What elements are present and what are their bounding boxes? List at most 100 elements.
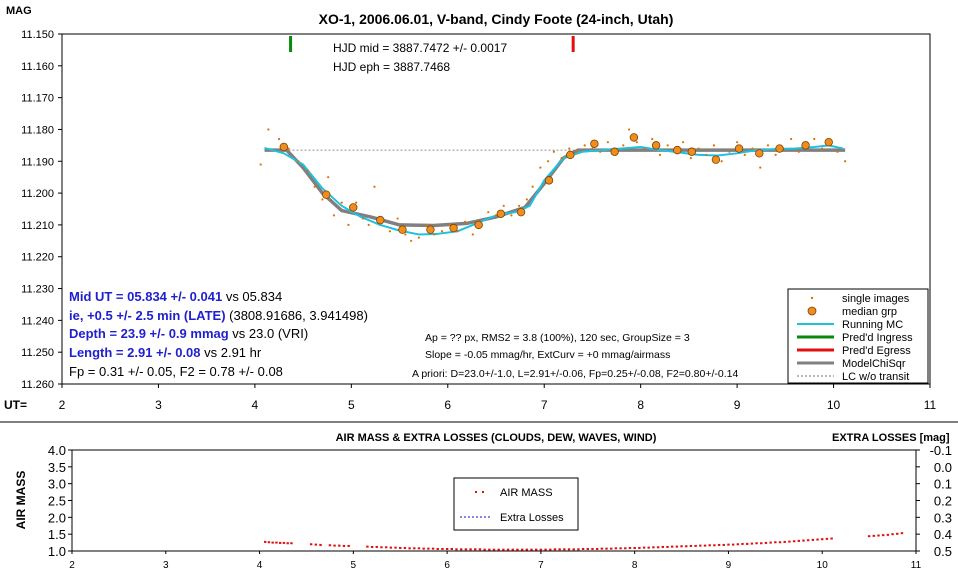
single-image-point — [313, 185, 316, 188]
y-tick-label: 11.160 — [21, 61, 54, 73]
median-group-point — [322, 190, 331, 199]
airmass-y-tick-label: 4.0 — [48, 443, 66, 458]
x-tick-label: 11 — [924, 398, 937, 412]
legend-lc-label: LC w/o transit — [842, 371, 909, 383]
airmass-point — [586, 547, 589, 550]
airmass-point — [736, 543, 740, 546]
airmass-point — [699, 544, 702, 547]
airmass-point — [746, 542, 749, 545]
airmass-x-tick-label: 7 — [538, 560, 544, 571]
ie-reference: (3808.91686, 3.941498) — [226, 308, 368, 323]
fp-f2-annotation: Fp = 0.31 +/- 0.05, F2 = 0.78 +/- 0.08 — [69, 364, 283, 379]
airmass-point — [431, 547, 435, 550]
airmass-point — [516, 548, 519, 551]
x-tick-label: 8 — [637, 398, 644, 412]
single-image-point — [635, 141, 638, 144]
x-tick-label: 5 — [348, 398, 355, 412]
airmass-title: AIR MASS & EXTRA LOSSES (CLOUDS, DEW, WA… — [336, 432, 657, 444]
legend-single-label: single images — [842, 293, 910, 305]
median-group-point — [516, 207, 526, 217]
median-group-point — [349, 203, 358, 212]
airmass-point — [549, 548, 552, 551]
single-image-point — [448, 223, 451, 227]
single-image-point — [651, 137, 654, 141]
airmass-point — [670, 545, 674, 548]
airmass-y-tick-label: 2.0 — [48, 510, 66, 525]
single-image-point — [464, 220, 467, 223]
airmass-point — [267, 541, 271, 544]
single-image-point — [531, 185, 534, 188]
airmass-point — [638, 546, 641, 549]
airmass-point — [713, 544, 716, 547]
airmass-x-tick-label: 2 — [69, 560, 75, 571]
hjd-mid-annotation: HJD mid = 3887.7472 +/- 0.0017 — [333, 41, 507, 55]
single-image-point — [306, 169, 310, 172]
airmass-chart: AIR MASS & EXTRA LOSSES (CLOUDS, DEW, WA… — [14, 432, 952, 571]
airmass-point — [595, 547, 599, 550]
single-image-point — [759, 166, 762, 169]
single-image-point — [321, 198, 324, 201]
single-image-point — [332, 214, 336, 217]
median-group-point — [711, 155, 721, 164]
airmass-point — [816, 538, 819, 541]
single-image-point — [487, 211, 490, 214]
airmass-point — [333, 544, 336, 547]
extra-losses-y-tick-label: 0.1 — [934, 477, 952, 492]
airmass-y-ticks: 1.0 1.5 2.02.5 3.0 3.5 4.0 — [48, 443, 72, 559]
airmass-point — [506, 548, 510, 551]
median-group-point — [673, 145, 682, 155]
airmass-point — [488, 548, 491, 551]
median-group-point — [629, 133, 639, 142]
running-mc-line — [264, 144, 844, 236]
depth-annotation: Depth = 23.9 +/- 0.9 mmag vs 23.0 (VRI) — [69, 326, 308, 341]
airmass-point — [455, 548, 458, 551]
single-image-point — [666, 144, 669, 147]
light-curve-plot-area — [61, 33, 931, 385]
airmass-point — [652, 546, 655, 549]
legend-running-label: Running MC — [842, 319, 903, 331]
median-group-point — [775, 144, 784, 153]
mid-ut-reference: vs 05.834 — [222, 289, 282, 304]
airmass-point — [375, 545, 378, 548]
airmass-point — [464, 548, 468, 551]
x-tick-label: 4 — [252, 398, 259, 412]
airmass-point — [408, 547, 411, 550]
length-value: Length = 2.91 +/- 0.08 — [69, 345, 201, 360]
airmass-point — [881, 534, 885, 537]
airmass-x-tick-label: 4 — [257, 560, 263, 571]
single-image-point — [606, 141, 609, 144]
airmass-point — [478, 548, 482, 551]
single-image-point — [697, 147, 700, 150]
airmass-point — [900, 532, 904, 535]
mid-ut-value: Mid UT = 05.834 +/- 0.041 — [69, 289, 222, 304]
airmass-point — [694, 544, 697, 547]
x-ticks: 2 3 4 5 6 7 8 9 10 11 — [59, 384, 937, 412]
airmass-point — [666, 545, 669, 548]
single-image-point — [388, 230, 392, 233]
airmass-point — [370, 545, 374, 548]
single-image-point — [705, 153, 708, 157]
airmass-point — [282, 541, 286, 544]
airmass-point — [474, 548, 477, 551]
median-group-point — [590, 139, 599, 148]
airmass-point — [764, 541, 768, 544]
single-image-point — [836, 150, 839, 153]
airmass-point — [675, 545, 679, 548]
airmass-point — [563, 548, 566, 551]
depth-value: Depth = 23.9 +/- 0.9 mmag — [69, 326, 229, 341]
single-image-point — [396, 217, 399, 220]
airmass-point — [399, 546, 402, 549]
airmass-point — [792, 540, 796, 543]
single-image-point — [622, 144, 625, 147]
single-image-point — [658, 153, 662, 157]
extra-losses-y-tick-label: 0.2 — [934, 494, 952, 509]
light-curve-chart: XO-1, 2006.06.01, V-band, Cindy Foote (2… — [4, 5, 937, 412]
airmass-point — [436, 547, 439, 550]
airmass-point — [314, 543, 318, 546]
airmass-point — [717, 543, 721, 546]
single-image-point — [546, 160, 550, 163]
airmass-point — [394, 546, 397, 549]
single-image-point — [774, 153, 777, 157]
airmass-point — [417, 547, 421, 550]
airmass-point — [450, 547, 453, 550]
